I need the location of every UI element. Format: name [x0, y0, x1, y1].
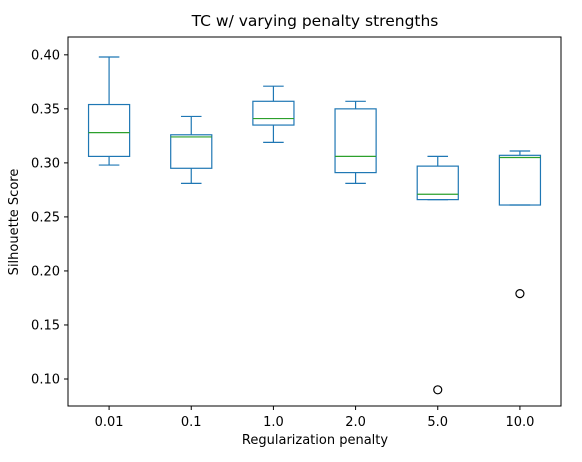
box-2.0: [334, 108, 377, 174]
y-axis-label: Silhouette Score: [7, 169, 22, 276]
box-5.0: [416, 165, 459, 201]
box-0.1: [170, 134, 213, 169]
x-tick-label: 0.1: [181, 415, 202, 430]
x-tick-label: 2.0: [345, 415, 366, 430]
plot-area: 0.10 0.15 0.20 0.25 0.30 0.35 0.40 0.01 0.1 1.0 2.…: [31, 36, 562, 430]
outlier-point: [433, 385, 443, 395]
y-tick-label: 0.35: [31, 102, 60, 117]
box-0.01: [87, 103, 131, 157]
y-tick-label: 0.40: [31, 48, 60, 63]
box-10.0: [498, 154, 542, 206]
x-axis-label: Regularization penalty: [242, 433, 388, 448]
y-tick-label: 0.20: [31, 264, 60, 279]
y-tick-label: 0.15: [31, 318, 60, 333]
x-tick-label: 5.0: [427, 415, 448, 430]
outlier-point: [515, 289, 525, 299]
box-1.0: [252, 100, 295, 126]
x-tick-label: 0.01: [95, 415, 124, 430]
x-tick-label: 10.0: [505, 415, 534, 430]
y-tick-label: 0.30: [31, 156, 60, 171]
x-tick-label: 1.0: [263, 415, 284, 430]
y-tick-label: 0.10: [31, 372, 60, 387]
plot-frame: [67, 36, 562, 407]
y-tick-label: 0.25: [31, 210, 60, 225]
chart-title: TC w/ varying penalty strengths: [191, 12, 439, 30]
